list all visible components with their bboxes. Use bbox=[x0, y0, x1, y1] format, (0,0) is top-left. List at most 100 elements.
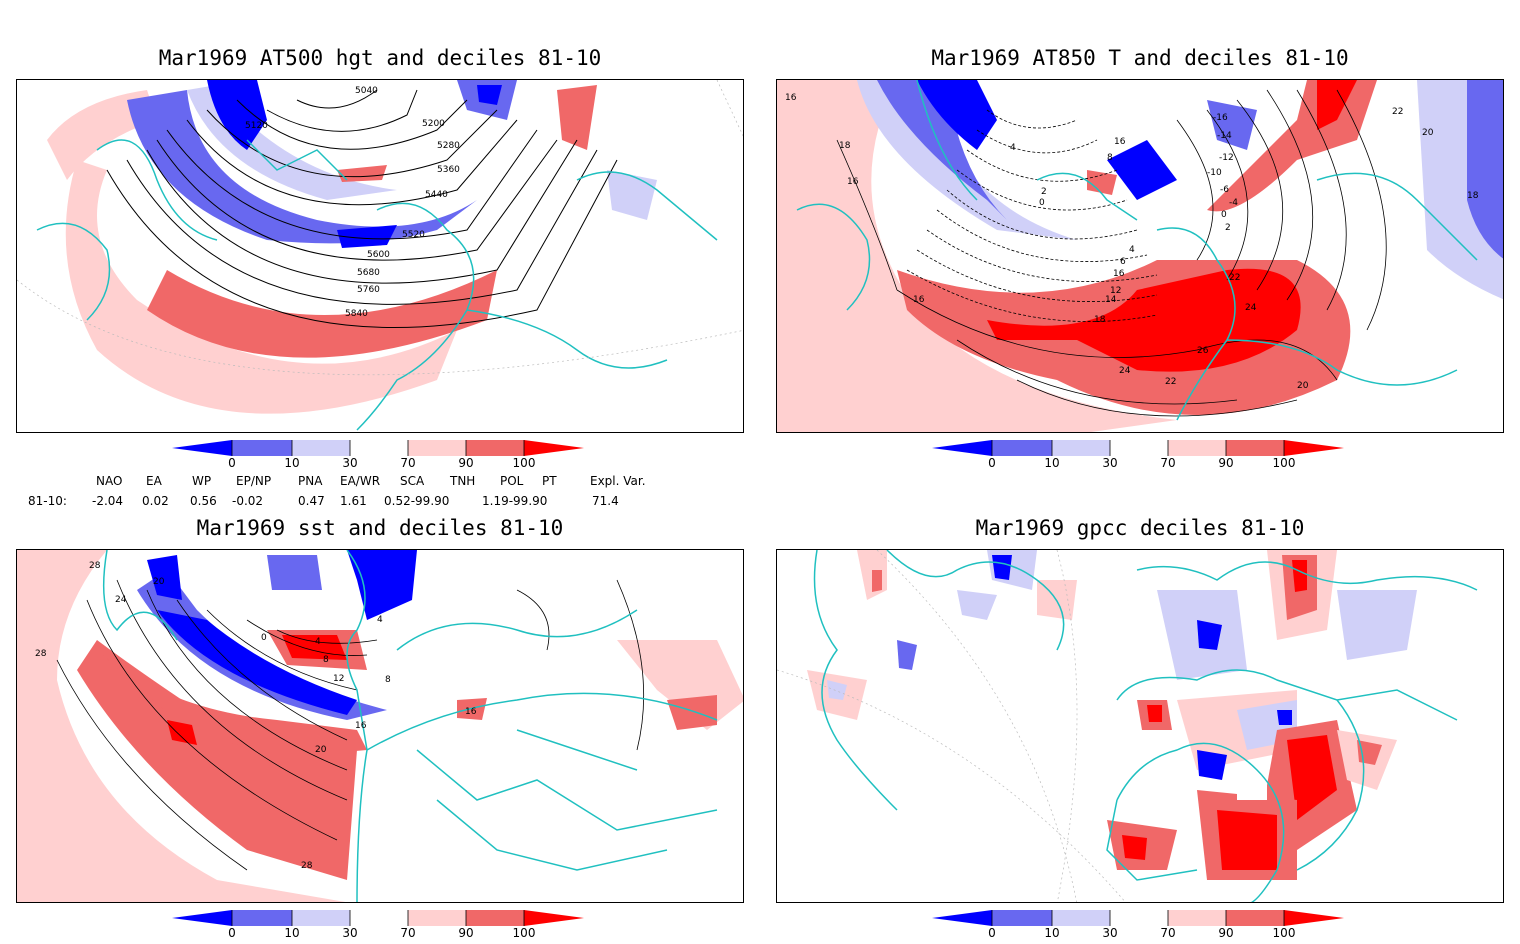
map-sst: 28 24 20 28 0 4 8 12 16 20 28 16 4 8 bbox=[16, 549, 744, 903]
contour-label: 5760 bbox=[357, 285, 380, 295]
contour-label: 16 bbox=[465, 707, 477, 717]
contour-label: 5360 bbox=[437, 165, 460, 175]
contour-label: -10 bbox=[1207, 168, 1222, 178]
contour-label: 20 bbox=[315, 745, 327, 755]
colorbar-tick: 90 bbox=[458, 926, 474, 940]
contour-label: 5040 bbox=[355, 86, 378, 96]
colorbar-tick: 0 bbox=[228, 456, 236, 470]
index-header: TNH bbox=[450, 474, 476, 488]
colorbar-tick: 0 bbox=[988, 926, 996, 940]
contour-label: -12 bbox=[1219, 153, 1234, 163]
contour-label: 5280 bbox=[437, 141, 460, 151]
contour-label: 16 bbox=[1114, 137, 1126, 147]
contour-label: 4 bbox=[377, 615, 383, 625]
index-value: 71.4 bbox=[592, 494, 619, 508]
contour-label: 20 bbox=[1422, 128, 1434, 138]
contour-label: 28 bbox=[35, 649, 47, 659]
contour-label: 5680 bbox=[357, 268, 380, 278]
contour-label: 18 bbox=[1467, 191, 1479, 201]
contour-label: 24 bbox=[115, 595, 127, 605]
index-header: POL bbox=[500, 474, 524, 488]
contour-label: 4 bbox=[315, 637, 321, 647]
contour-label: 16 bbox=[847, 177, 859, 187]
contour-label: 26 bbox=[1197, 346, 1209, 356]
contour-label: 4 bbox=[1129, 245, 1135, 255]
contour-label: 0 bbox=[1221, 210, 1227, 220]
colorbar-tick: 30 bbox=[1102, 456, 1118, 470]
colorbar-tick: 100 bbox=[512, 926, 536, 940]
colorbar-tick: 10 bbox=[1044, 926, 1060, 940]
colorbar-bottom-left: 0 10 30 70 90 100 bbox=[172, 910, 592, 944]
contour-label: 24 bbox=[1119, 366, 1131, 376]
contour-label: 14 bbox=[1105, 295, 1117, 305]
contour-label: -4 bbox=[1229, 198, 1238, 208]
contour-label: 12 bbox=[333, 674, 344, 684]
map-hgt500: 5040 5120 5200 5280 5360 5440 5520 5600 … bbox=[16, 79, 744, 433]
contour-label: 6 bbox=[1120, 257, 1126, 267]
panel-title-t850: Mar1969 AT850 T and deciles 81-10 bbox=[931, 46, 1349, 70]
index-header: EA bbox=[146, 474, 162, 488]
index-header: PNA bbox=[298, 474, 323, 488]
contour-label: 8 bbox=[385, 675, 391, 685]
colorbar-tick: 70 bbox=[1160, 456, 1176, 470]
colorbar-tick: 0 bbox=[228, 926, 236, 940]
index-value: 0.02 bbox=[142, 494, 169, 508]
index-value: 1.19-99.90 bbox=[482, 494, 548, 508]
contour-label: 16 bbox=[785, 93, 797, 103]
contour-label: 0 bbox=[261, 633, 267, 643]
colorbar-top-left: 0 10 30 70 90 100 bbox=[172, 440, 592, 474]
contour-label: 28 bbox=[89, 561, 101, 571]
contour-label: 18 bbox=[1094, 315, 1106, 325]
index-header: EP/NP bbox=[236, 474, 272, 488]
index-value: 1.61 bbox=[340, 494, 367, 508]
index-header: EA/WR bbox=[340, 474, 381, 488]
colorbar-tick: 90 bbox=[458, 456, 474, 470]
colorbar-tick: 100 bbox=[1272, 456, 1296, 470]
contour-label: 18 bbox=[839, 141, 851, 151]
index-row-label: 81-10: bbox=[28, 494, 67, 508]
colorbar-tick: 100 bbox=[1272, 926, 1296, 940]
teleconnection-index-table: NAO EA WP EP/NP PNA EA/WR SCA TNH POL PT… bbox=[28, 474, 728, 514]
index-value: 0.52-99.90 bbox=[384, 494, 450, 508]
contour-label: 4 bbox=[1010, 143, 1016, 153]
map-gpcc bbox=[776, 549, 1504, 903]
index-value: -2.04 bbox=[92, 494, 124, 508]
contour-label: 8 bbox=[1107, 153, 1113, 163]
colorbar-tick: 10 bbox=[1044, 456, 1060, 470]
contour-label: 22 bbox=[1229, 273, 1240, 283]
colorbar-tick: 90 bbox=[1218, 926, 1234, 940]
contour-label: 20 bbox=[153, 577, 165, 587]
contour-label: 16 bbox=[913, 295, 925, 305]
contour-label: 16 bbox=[355, 721, 367, 731]
contour-label: 5520 bbox=[402, 230, 425, 240]
index-value: -0.02 bbox=[232, 494, 264, 508]
colorbar-tick: 30 bbox=[342, 926, 358, 940]
index-value: 0.47 bbox=[298, 494, 325, 508]
index-value: 0.56 bbox=[190, 494, 217, 508]
contour-label: 5200 bbox=[422, 119, 445, 129]
contour-label: -6 bbox=[1220, 185, 1229, 195]
panel-title-gpcc: Mar1969 gpcc deciles 81-10 bbox=[975, 516, 1305, 540]
colorbar-tick: 30 bbox=[1102, 926, 1118, 940]
colorbar-bottom-right: 0 10 30 70 90 100 bbox=[932, 910, 1352, 944]
panel-title-sst: Mar1969 sst and deciles 81-10 bbox=[196, 516, 564, 540]
contour-label: -16 bbox=[1213, 113, 1228, 123]
colorbar-tick: 10 bbox=[284, 456, 300, 470]
contour-label: 0 bbox=[1039, 198, 1045, 208]
contour-label: 5840 bbox=[345, 309, 368, 319]
index-header: NAO bbox=[96, 474, 123, 488]
colorbar-tick: 70 bbox=[400, 926, 416, 940]
contour-label: 12 bbox=[1110, 286, 1121, 296]
contour-label: 2 bbox=[1041, 187, 1047, 197]
contour-label: 5120 bbox=[245, 121, 268, 131]
index-header: SCA bbox=[400, 474, 425, 488]
contour-label: 16 bbox=[1113, 269, 1125, 279]
contour-label: 5440 bbox=[425, 190, 448, 200]
index-header-row: NAO EA WP EP/NP PNA EA/WR SCA TNH POL PT… bbox=[28, 474, 728, 494]
contour-label: 2 bbox=[1225, 223, 1231, 233]
panel-title-hgt500: Mar1969 AT500 hgt and deciles 81-10 bbox=[158, 46, 602, 70]
colorbar-tick: 90 bbox=[1218, 456, 1234, 470]
index-header: PT bbox=[542, 474, 557, 488]
contour-label: 28 bbox=[301, 861, 313, 871]
contour-label: 8 bbox=[323, 655, 329, 665]
